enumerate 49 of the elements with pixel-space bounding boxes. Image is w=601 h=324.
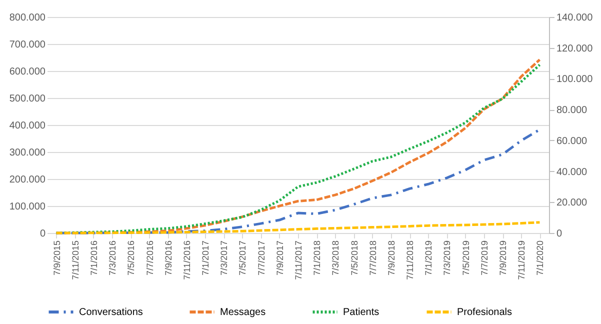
x-tick-label: 7/7/2019 [479, 240, 490, 276]
x-tick-label: 7/1/2016 [88, 240, 99, 276]
x-tick-label: 7/9/2019 [498, 240, 508, 276]
x-tick-label: 7/1/2019 [424, 240, 434, 276]
y-tick-label: 600.000 [9, 66, 46, 78]
y-tick-label: 200.000 [9, 174, 46, 186]
x-tick-label: 7/5/2016 [126, 240, 136, 276]
y-tick-label: 500.000 [9, 94, 46, 104]
y2-tick-label: 120.000 [556, 43, 594, 54]
x-tick-label: 7/9/2016 [163, 240, 174, 276]
x-tick-label: 7/3/2019 [442, 240, 452, 276]
y2-tick-label: 60.000 [556, 136, 588, 147]
x-tick-label: 7/11/2015 [70, 240, 80, 280]
x-tick-label: 7/7/2018 [368, 240, 378, 276]
y2-tick-label: 0 [556, 228, 562, 240]
legend-label: Conversations [79, 307, 143, 318]
y2-tick-label: 140.000 [556, 12, 594, 24]
x-tick-label: 7/1/2017 [200, 240, 211, 276]
x-tick-label: 7/11/2017 [294, 240, 304, 280]
y2-tick-label: 20.000 [556, 198, 588, 209]
x-tick-label: 7/3/2017 [219, 240, 230, 276]
legend-label: Patients [343, 307, 380, 318]
x-tick-label: 7/11/2016 [182, 240, 192, 280]
y2-tick-label: 40.000 [556, 166, 588, 178]
x-tick-label: 7/3/2016 [108, 240, 118, 276]
x-tick-label: 7/7/2017 [256, 240, 266, 276]
legend-label: Profesionals [457, 307, 512, 318]
legend-label: Messages [220, 307, 266, 318]
x-tick-label: 7/1/2020 [535, 240, 546, 276]
line-series [55, 221, 541, 234]
x-tick-label: 7/5/2018 [349, 240, 360, 276]
y2-tick-label: 80.000 [556, 105, 588, 116]
x-tick-label: 7/1/2018 [312, 240, 322, 276]
y-tick-label: 0 [40, 228, 46, 240]
x-tick-label: 7/9/2017 [274, 240, 285, 276]
y-tick-label: 400.000 [9, 120, 46, 132]
y-tick-label: 300.000 [9, 148, 46, 158]
x-tick-label: 7/11/2019 [516, 240, 527, 280]
x-tick-label: 7/11/2018 [405, 240, 416, 280]
y-tick-label: 800.000 [9, 12, 46, 24]
y2-tick-label: 100.000 [556, 74, 594, 86]
x-tick-label: 7/9/2015 [52, 240, 62, 276]
x-tick-label: 7/3/2018 [330, 240, 341, 276]
y-tick-label: 100.000 [9, 202, 46, 212]
x-tick-label: 7/9/2018 [386, 240, 396, 276]
y-tick-label: 700.000 [9, 40, 46, 50]
x-tick-label: 7/5/2019 [460, 240, 471, 276]
x-tick-label: 7/7/2016 [144, 240, 155, 276]
x-tick-label: 7/5/2017 [238, 240, 248, 276]
